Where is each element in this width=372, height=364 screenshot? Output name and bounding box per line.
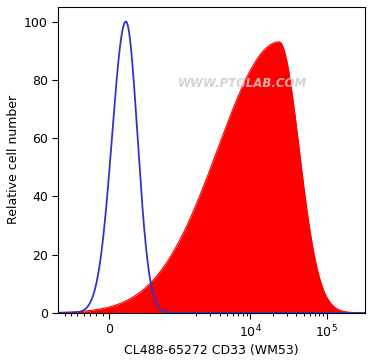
Y-axis label: Relative cell number: Relative cell number bbox=[7, 95, 20, 225]
Text: WWW.PTGLAB.COM: WWW.PTGLAB.COM bbox=[178, 77, 307, 90]
X-axis label: CL488-65272 CD33 (WM53): CL488-65272 CD33 (WM53) bbox=[124, 344, 299, 357]
